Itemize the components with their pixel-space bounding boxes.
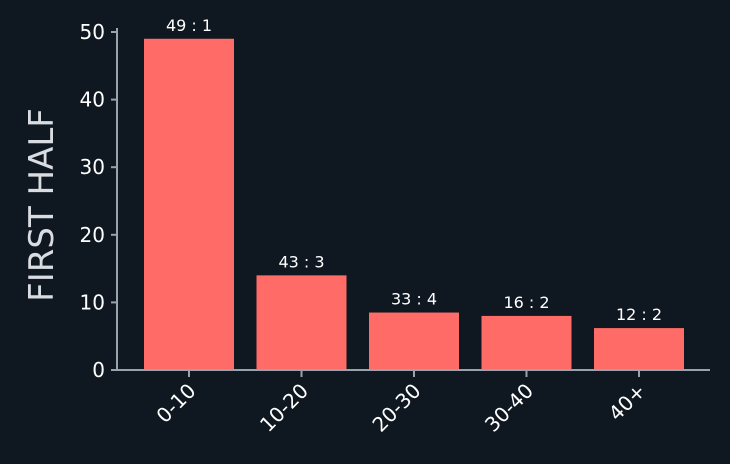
- y-tick-label: 30: [80, 155, 105, 179]
- x-tick-label: 30-40: [480, 379, 538, 437]
- bar: [481, 315, 572, 370]
- x-axis: 0-10 10-20 20-30 30-40 40+: [151, 370, 651, 437]
- y-axis: 0 10 20 30 40 50: [80, 20, 117, 382]
- x-tick-label: 10-20: [255, 379, 313, 437]
- y-tick-label: 20: [80, 223, 105, 247]
- x-tick-label: 0-10: [151, 379, 200, 428]
- data-label: 33 : 4: [391, 290, 437, 309]
- data-label: 43 : 3: [278, 252, 324, 271]
- y-axis-label: FIRST HALF: [22, 108, 62, 302]
- bar: [369, 312, 459, 370]
- y-tick-label: 10: [80, 290, 105, 314]
- x-tick-label: 40+: [604, 379, 651, 426]
- data-label: 16 : 2: [503, 293, 549, 312]
- y-tick-label: 40: [80, 88, 105, 112]
- bar: [144, 38, 234, 370]
- y-tick-label: 50: [80, 20, 105, 44]
- data-label: 12 : 2: [616, 305, 662, 324]
- bar: [256, 275, 347, 370]
- y-tick-label: 0: [92, 358, 105, 382]
- x-tick-label: 20-30: [367, 379, 425, 437]
- data-label: 49 : 1: [166, 16, 212, 35]
- bar: [594, 328, 684, 370]
- bars: 49 : 1 43 : 3 33 : 4 16 : 2 12 : 2: [144, 16, 684, 370]
